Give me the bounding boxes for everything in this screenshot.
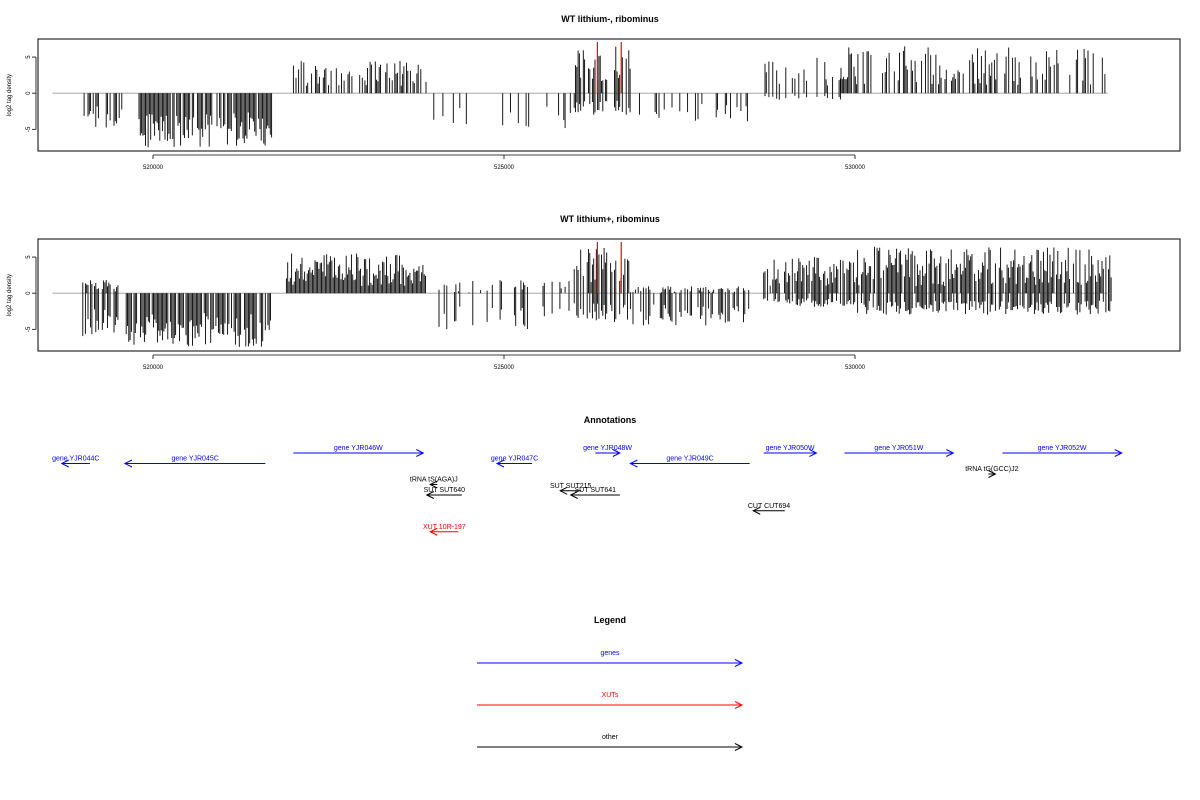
annotation-feature: gene YJR050W [763,445,818,457]
annotation-feature: gene YJR047C [491,456,538,468]
annotations-panel: Annotations gene YJR044C gene YJR045C gene… [52,415,1123,536]
annotation-label: gene YJR049C [666,456,713,463]
legend-label: XUTs [602,692,619,699]
legend-arrow [477,743,744,751]
legend-label: other [602,734,619,741]
legend: Legend genes XUTs other [477,615,744,751]
annotation-arrow [429,480,438,489]
legend-arrow [477,701,744,709]
annotation-arrow [495,459,533,468]
x-tick-label: 525000 [494,365,515,371]
annotation-arrow [595,449,621,457]
annotation-feature: gene YJR051W [844,445,955,457]
annotation-label: CUT CUT694 [748,503,790,510]
annotation-arrow [123,459,266,468]
panel-lithium-minus: WT lithium-, ribominus log2 tag density … [7,14,1181,171]
annotation-arrow [752,506,785,515]
tag-density-bars [52,246,1112,347]
annotation-feature: SUT SUT215 [550,483,592,495]
annotation-feature: gene YJR049C [629,456,750,468]
x-tick-label: 520000 [143,165,164,171]
annotation-label: SUT SUT641 [575,487,617,494]
panel-lithium-plus: WT lithium+, ribominus log2 tag density … [7,214,1181,371]
annotation-label: gene YJR048W [583,445,632,452]
y-tick-label: -5 [26,326,32,332]
annotation-feature: gene YJR048W [583,445,632,457]
annotation-arrow [293,449,425,457]
x-tick-label: 525000 [494,165,515,171]
annotation-label: gene YJR051W [874,445,923,452]
y-tick-label: 5 [26,55,32,59]
annotation-arrow [569,491,620,499]
annotation-feature: tRNA tG(GCC)J2 [965,466,1019,478]
annotation-feature: CUT CUT694 [748,503,790,515]
y-axis: -5 0 5 [26,55,37,132]
annotation-arrow [559,486,582,495]
annotation-feature: SUT SUT641 [569,487,620,499]
annotation-label: gene YJR052W [1038,445,1087,452]
annotation-arrow [988,470,997,478]
x-tick-label: 530000 [845,165,866,171]
x-axis: 520000 525000 530000 [143,354,866,371]
y-tick-label: -5 [26,126,32,132]
y-axis: -5 0 5 [26,255,37,332]
annotation-feature: gene YJR045C [123,456,266,468]
y-axis-label: log2 tag density [7,74,13,116]
annotations-title: Annotations [584,415,637,425]
chart-title: WT lithium-, ribominus [561,14,659,24]
annotation-label: XUT 10R-197 [423,524,466,531]
legend-label: genes [600,650,620,657]
x-tick-label: 530000 [845,365,866,371]
y-tick-label: 5 [26,255,32,259]
y-axis-label: log2 tag density [7,274,13,316]
legend-title: Legend [594,615,626,625]
x-tick-label: 520000 [143,365,164,371]
annotation-label: tRNA tG(GCC)J2 [965,466,1018,473]
annotation-feature: gene YJR052W [1002,445,1123,457]
annotation-label: gene YJR046W [334,445,383,452]
chart-title: WT lithium+, ribominus [560,214,660,224]
annotation-arrow [1002,449,1123,457]
legend-entry: genes [477,650,744,667]
legend-entry: other [477,734,744,751]
y-tick-label: 0 [26,91,32,95]
plot-frame [37,238,1181,352]
annotation-label: gene YJR045C [171,456,218,463]
annotation-label: SUT SUT640 [424,487,466,494]
annotation-arrow [429,527,459,536]
annotation-feature: gene YJR046W [293,445,425,457]
annotation-label: gene YJR044C [52,456,99,463]
highlight-markers [596,242,622,294]
y-tick-label: 0 [26,291,32,295]
annotation-label: SUT SUT215 [550,483,592,490]
annotation-feature: tRNA tS(AGA)J [410,477,458,489]
annotation-arrow [629,459,750,468]
annotation-feature: gene YJR044C [52,456,99,468]
annotation-label: tRNA tS(AGA)J [410,477,458,484]
annotation-arrow [763,449,818,457]
annotation-label: gene YJR050W [766,445,815,452]
highlight-markers [596,42,622,94]
annotation-arrow [60,459,90,468]
annotation-label: gene YJR047C [491,456,538,463]
legend-arrow [477,659,744,667]
annotation-feature: SUT SUT640 [424,487,466,499]
legend-entry: XUTs [477,692,744,709]
annotation-feature: XUT 10R-197 [423,524,466,536]
x-axis: 520000 525000 530000 [143,154,866,171]
annotation-arrow [425,491,462,499]
tag-density-bars [52,46,1108,148]
annotation-arrow [844,449,955,457]
plot-frame [37,38,1181,152]
